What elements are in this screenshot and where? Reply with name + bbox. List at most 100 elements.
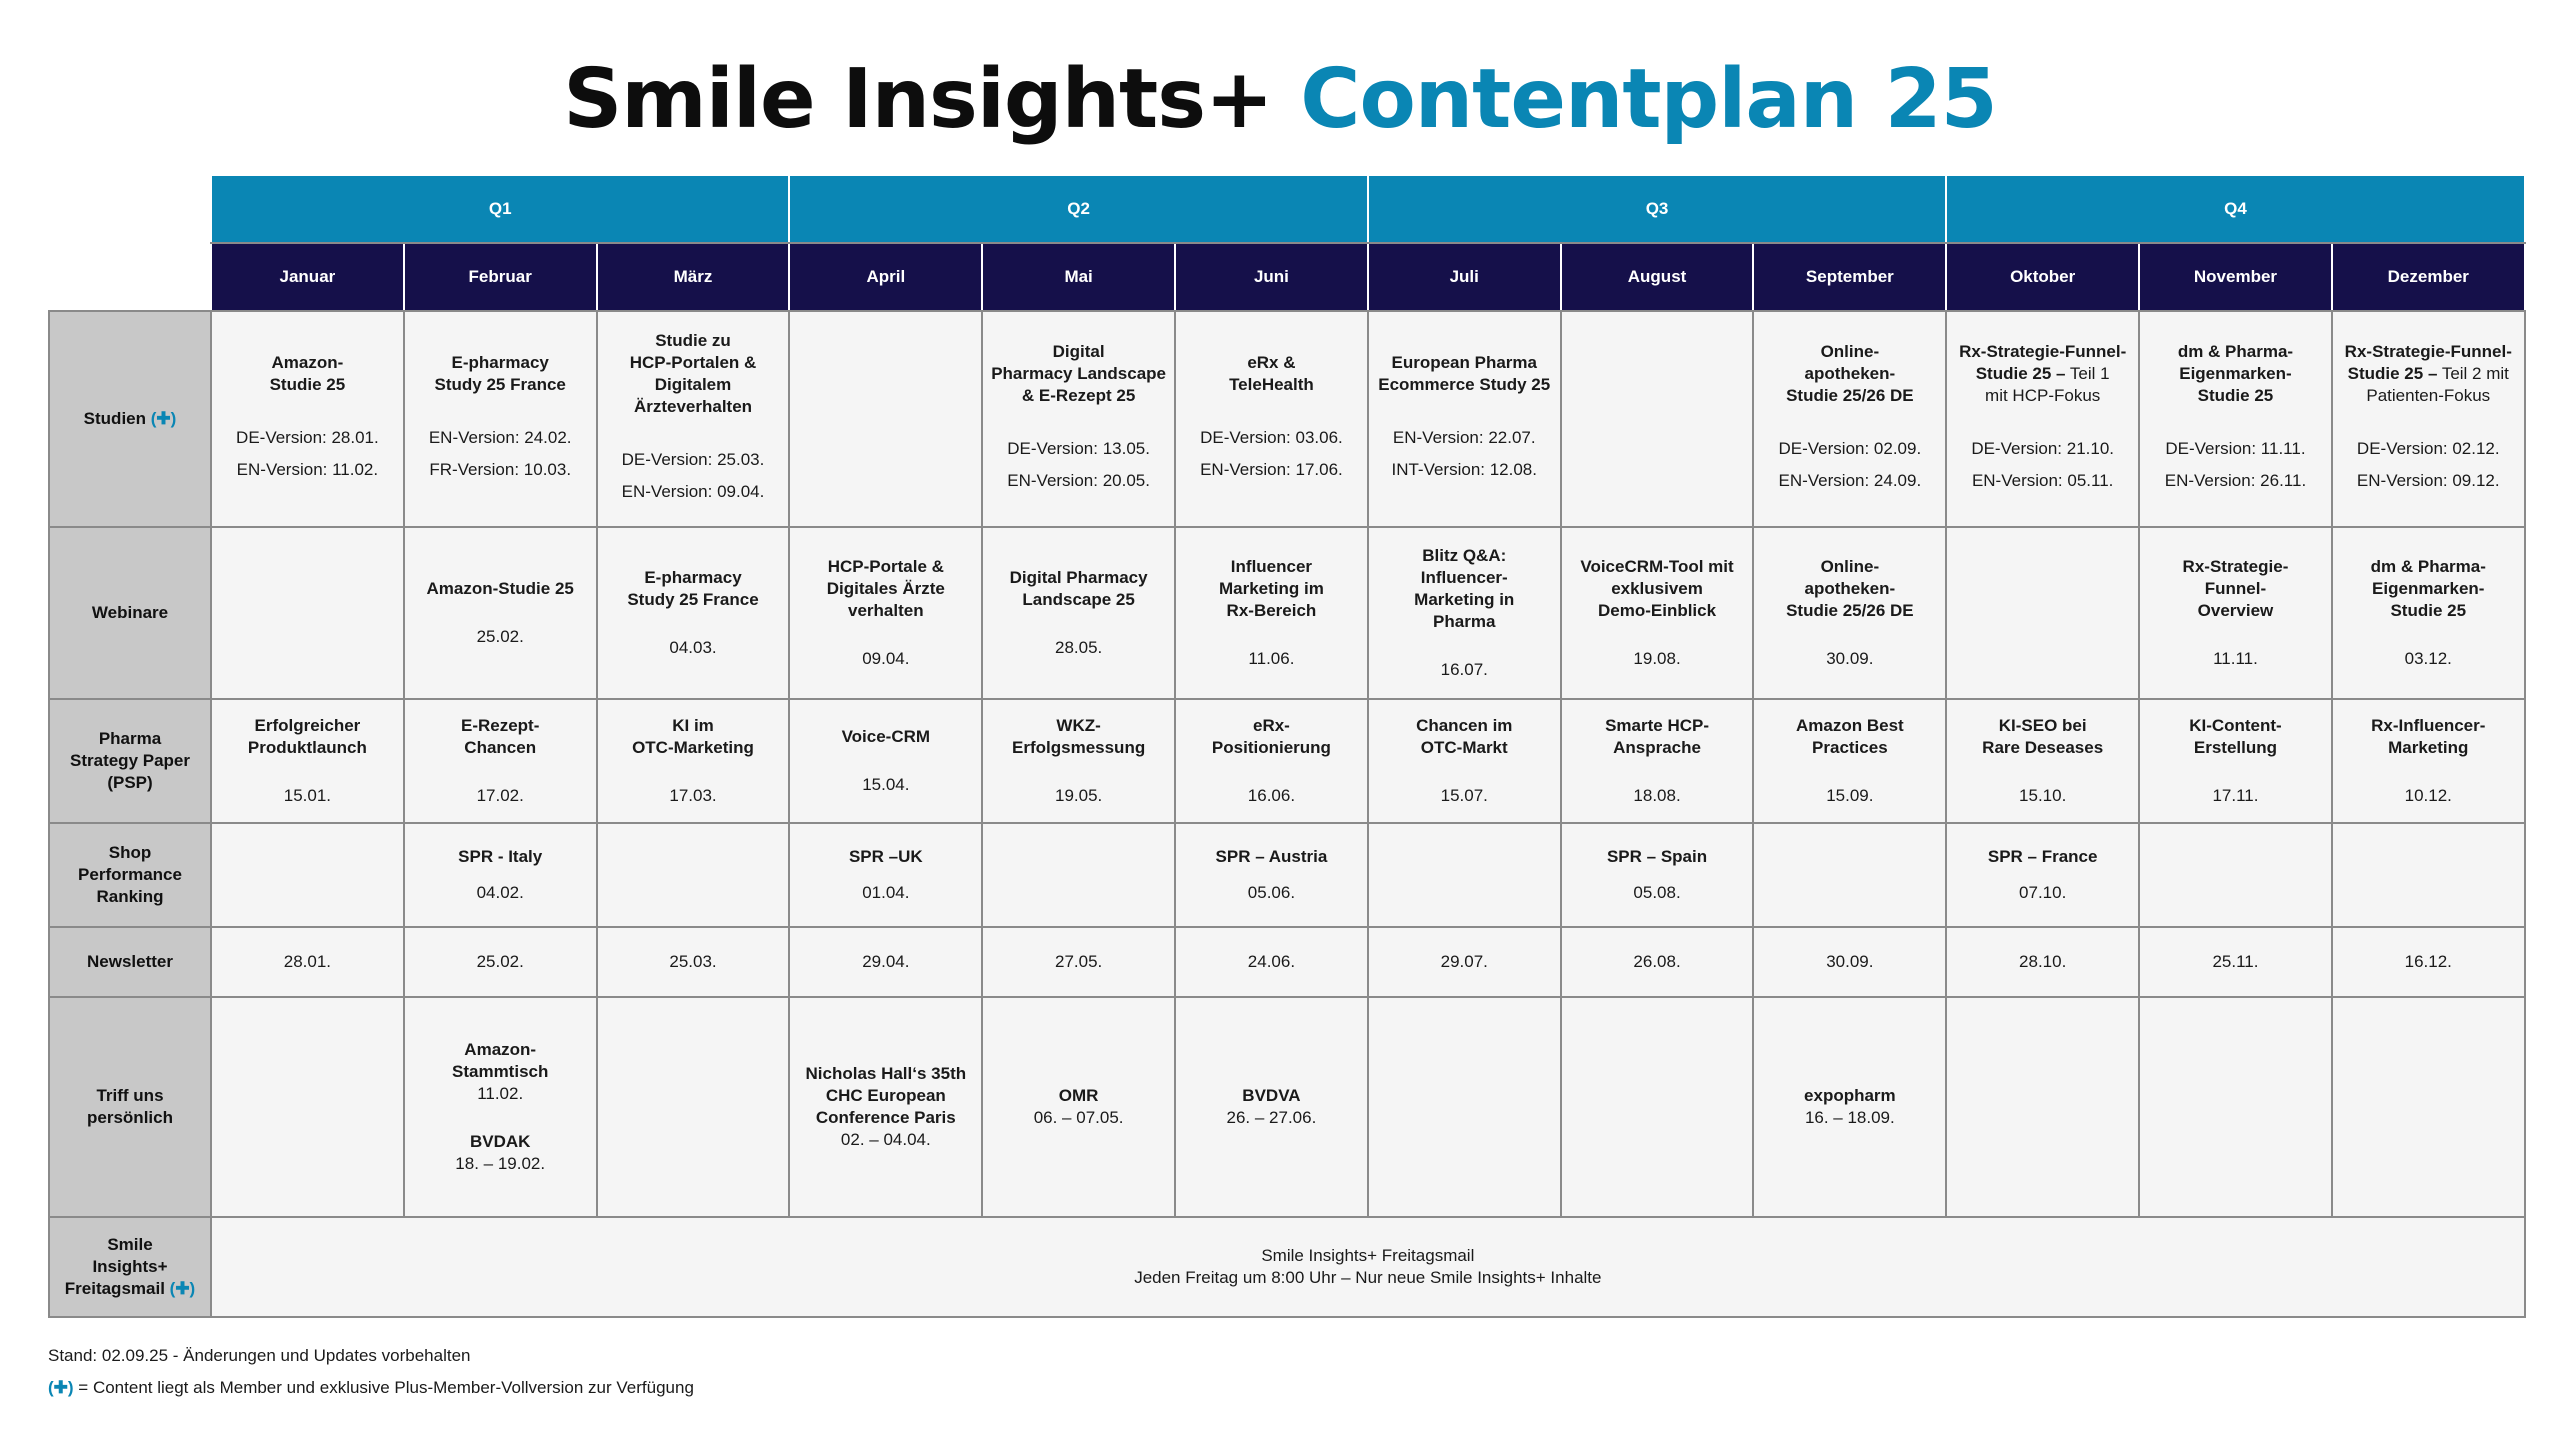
studien-cell: [1559, 310, 1755, 528]
study-dates: DE-Version: 02.12. EN-Version: 09.12.: [2339, 433, 2518, 497]
event-cell: [1366, 996, 1562, 1218]
webinar-cell: [210, 526, 405, 700]
psp-cell-title: eRx- Positionierung: [1211, 716, 1331, 757]
spr-cell: [981, 822, 1177, 928]
study-dates: DE-Version: 28.01. EN-Version: 11.02.: [218, 422, 397, 486]
psp-cell: Chancen im OTC-Markt 15.07.: [1366, 698, 1562, 824]
webinar-cell: [1945, 526, 2141, 700]
psp-cell: E-Rezept- Chancen 17.02.: [402, 698, 598, 824]
psp-cell-date: 19.05.: [1054, 786, 1103, 805]
psp-cell: Erfolgreicher Produktlaunch 15.01.: [210, 698, 405, 824]
psp-cell-date: 17.03.: [669, 786, 717, 805]
webinar-cell: E-pharmacy Study 25 France 04.03.: [595, 526, 791, 700]
study-dates: DE-Version: 21.10. EN-Version: 05.11.: [1953, 433, 2132, 497]
row-label: Shop Performance Ranking: [78, 843, 182, 906]
event-cell: [1559, 996, 1755, 1218]
webinar-cell: Rx-Strategie- Funnel- Overview 11.11.: [2138, 526, 2333, 700]
psp-cell-date: 18.08.: [1633, 786, 1681, 805]
webinar-cell-title: Rx-Strategie- Funnel- Overview: [2182, 557, 2289, 620]
plus-icon: (✚): [150, 409, 177, 428]
event-name: BVDVA: [1242, 1086, 1301, 1105]
webinar-cell-date: 11.06.: [1248, 649, 1295, 668]
plus-icon: (✚): [48, 1378, 74, 1397]
study-date: EN-Version: 20.05.: [1007, 471, 1150, 490]
webinar-cell-date: 16.07.: [1440, 660, 1488, 679]
study-dates: DE-Version: 13.05. EN-Version: 20.05.: [989, 433, 1168, 497]
psp-cell: Voice-CRM 15.04.: [788, 698, 984, 824]
month-header: Dezember: [2330, 242, 2526, 312]
quarter-header: Q2: [788, 176, 1369, 244]
spr-cell: SPR – Austria 05.06.: [1174, 822, 1369, 928]
spr-cell-date: 01.04.: [862, 883, 910, 902]
event-cell: [2330, 996, 2526, 1218]
psp-cell-date: 17.02.: [476, 786, 524, 805]
studien-cell: E-pharmacy Study 25 France EN-Version: 24…: [402, 310, 598, 528]
title-brand: Smile Insights+: [563, 52, 1273, 147]
study-title: Digital Pharmacy Landscape & E-Rezept 25: [991, 342, 1167, 405]
month-header: September: [1752, 242, 1948, 312]
spacer: [218, 759, 397, 785]
spr-cell: SPR – Spain 05.08.: [1559, 822, 1755, 928]
newsletter-cell: 16.12.: [2330, 926, 2526, 998]
spacer: [604, 611, 783, 637]
row-header-triff: Triff uns persönlich: [48, 996, 212, 1218]
studien-cell: Rx-Strategie-Funnel- Studie 25 – Teil 1 …: [1945, 310, 2141, 528]
study-date: DE-Version: 25.03.: [621, 450, 765, 469]
event-cell: expopharm 16. – 18.09.: [1752, 996, 1948, 1218]
month-header: Februar: [402, 242, 598, 312]
month-header: August: [1559, 242, 1755, 312]
spr-cell: [1366, 822, 1562, 928]
spacer: [411, 1105, 590, 1131]
corner-cell: [49, 176, 211, 243]
studien-cell: eRx & TeleHealth DE-Version: 03.06. EN-Ver…: [1174, 310, 1369, 528]
spacer: [411, 759, 590, 785]
event-date: 11.02.: [477, 1084, 524, 1103]
study-title: dm & Pharma- Eigenmarken- Studie 25: [2177, 342, 2294, 405]
webinar-cell-title: HCP-Portale & Digitales Ärzte verhalten: [826, 557, 945, 620]
psp-row: Pharma Strategy Paper (PSP) Erfolgreiche…: [48, 698, 2526, 824]
content-plan-table: Q1 Q2 Q3 Q4 Januar Februar März April Mai Jun…: [48, 176, 2526, 1318]
studien-cell: Amazon- Studie 25 DE-Version: 28.01. EN-Ve…: [210, 310, 405, 528]
psp-cell: Amazon Best Practices 15.09.: [1752, 698, 1948, 824]
study-title: Rx-Strategie-Funnel- Studie 25 – Teil 2 …: [2344, 342, 2512, 405]
row-header-studien: Studien (✚): [48, 310, 212, 528]
footnote-legend: (✚) = Content liegt als Member und exklu…: [48, 1378, 694, 1398]
webinar-cell-date: 28.05.: [1054, 638, 1103, 657]
study-dates: EN-Version: 22.07. INT-Version: 12.08.: [1375, 422, 1554, 486]
study-date: EN-Version: 17.06.: [1200, 460, 1343, 479]
row-header-psp: Pharma Strategy Paper (PSP): [48, 698, 212, 824]
spr-row: Shop Performance Ranking SPR - Italy 04.0…: [48, 822, 2526, 928]
freitagsmail-description: Jeden Freitag um 8:00 Uhr – Nur neue Smi…: [1134, 1268, 1602, 1287]
spacer: [1568, 868, 1747, 882]
spr-cell-date: 07.10.: [2019, 883, 2067, 902]
event-cell: [210, 996, 405, 1218]
newsletter-cell: 24.06.: [1174, 926, 1369, 998]
psp-cell-date: 16.06.: [1247, 786, 1296, 805]
webinar-cell: Blitz Q&A: Influencer- Marketing in Phar…: [1366, 526, 1562, 700]
triff-row: Triff uns persönlich Amazon- Stammtisch 1…: [48, 996, 2526, 1218]
psp-cell: KI-SEO bei Rare Deseases 15.10.: [1945, 698, 2141, 824]
webinar-cell-date: 09.04.: [862, 649, 910, 668]
event-date: 06. – 07.05.: [1033, 1108, 1124, 1127]
psp-cell-title: Voice-CRM: [841, 727, 931, 746]
study-title: Amazon- Studie 25: [269, 353, 346, 394]
study-date: EN-Version: 09.04.: [621, 482, 765, 501]
spacer: [1375, 633, 1554, 659]
psp-cell-date: 15.01.: [283, 786, 332, 805]
psp-cell-title: WKZ- Erfolgsmessung: [1012, 716, 1146, 757]
event-cell: [1945, 996, 2141, 1218]
study-date: EN-Version: 24.09.: [1778, 471, 1922, 490]
quarter-header: Q4: [1945, 176, 2526, 244]
webinar-cell-date: 25.02.: [476, 627, 524, 646]
psp-cell-date: 15.07.: [1440, 786, 1488, 805]
webinar-cell: HCP-Portale & Digitales Ärzte verhalten 0…: [788, 526, 984, 700]
study-subtitle: Teil 1 mit HCP-Fokus: [1985, 364, 2110, 405]
psp-cell: WKZ- Erfolgsmessung 19.05.: [981, 698, 1177, 824]
spacer: [411, 600, 590, 626]
study-dates: DE-Version: 25.03. EN-Version: 09.04.: [604, 444, 783, 508]
month-header: Juli: [1366, 242, 1562, 312]
webinar-cell-title: dm & Pharma- Eigenmarken- Studie 25: [2370, 557, 2486, 620]
psp-cell: KI-Content- Erstellung 17.11.: [2138, 698, 2333, 824]
study-date: DE-Version: 13.05.: [1007, 439, 1150, 458]
spr-cell-title: SPR – Spain: [1606, 847, 1708, 866]
